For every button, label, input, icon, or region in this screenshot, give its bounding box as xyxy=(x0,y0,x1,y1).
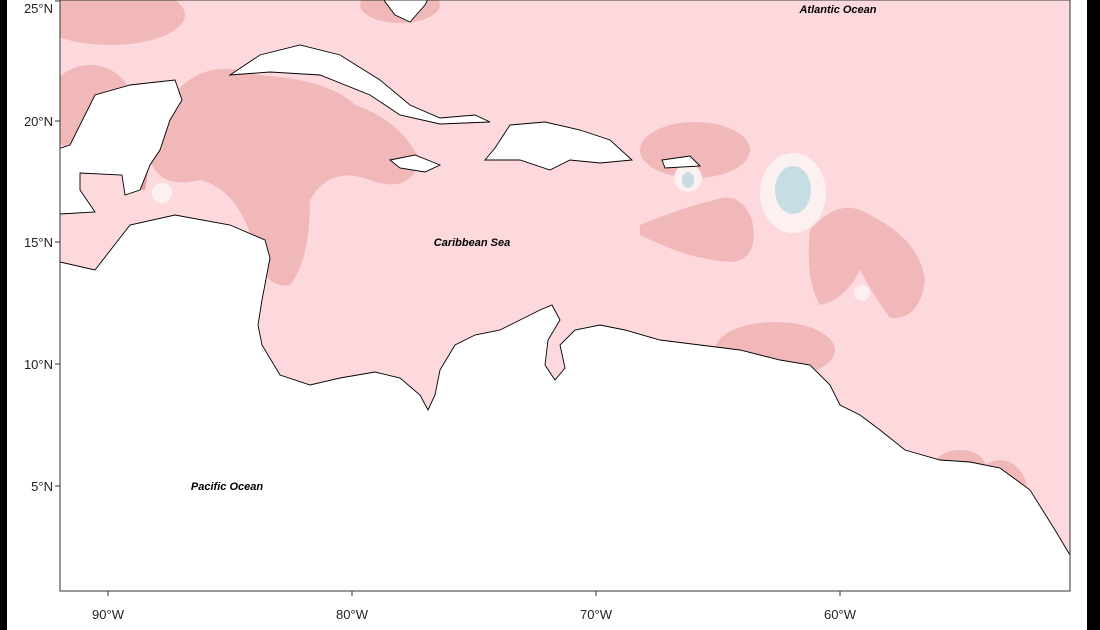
y-axis: 25°N 20°N 15°N 10°N 5°N xyxy=(24,0,60,494)
anomaly-region xyxy=(150,68,420,286)
puerto-rico xyxy=(661,155,702,169)
label-atlantic-ocean: Atlantic Ocean xyxy=(798,4,876,16)
y-tick-label: 25°N xyxy=(24,1,53,16)
y-tick-label: 5°N xyxy=(31,479,53,494)
cuba xyxy=(228,44,491,125)
x-tick-label: 70°W xyxy=(580,607,613,622)
panel-frame xyxy=(59,0,1071,592)
x-tick-label: 90°W xyxy=(92,607,125,622)
x-axis: 90°W 80°W 70°W 60°W xyxy=(92,591,857,622)
x-tick-label: 80°W xyxy=(336,607,369,622)
anomaly-region xyxy=(640,197,754,262)
y-tick-label: 15°N xyxy=(24,235,53,250)
anomaly-region xyxy=(808,207,925,319)
central-south-america xyxy=(60,214,1070,591)
label-pacific-ocean: Pacific Ocean xyxy=(191,481,263,493)
left-border xyxy=(0,0,7,630)
y-tick-label: 20°N xyxy=(24,114,53,129)
right-border xyxy=(1087,0,1100,630)
neutral-region xyxy=(854,285,870,301)
negative-anomaly-region xyxy=(682,172,694,188)
neutral-region xyxy=(152,183,172,203)
label-caribbean-sea: Caribbean Sea xyxy=(434,237,510,249)
negative-anomaly-region xyxy=(775,166,811,214)
map-panel: Atlantic Ocean Caribbean Sea Pacific Oce… xyxy=(60,0,1070,591)
florida xyxy=(383,0,429,23)
jamaica xyxy=(388,154,442,173)
landmasses xyxy=(60,0,1070,591)
y-tick-label: 10°N xyxy=(24,357,53,372)
yucatan-peninsula xyxy=(60,79,183,215)
x-tick-label: 60°W xyxy=(824,607,857,622)
anomaly-region xyxy=(60,0,185,45)
hispaniola xyxy=(484,121,634,171)
